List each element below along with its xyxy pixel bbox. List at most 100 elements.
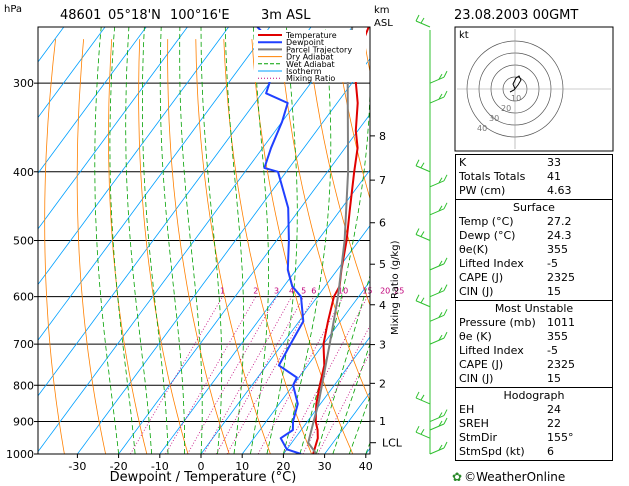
legend-label-6: Mixing Ratio (286, 74, 335, 83)
lcl-label: LCL (382, 437, 403, 450)
mixing-ratio-label-4: 4 (289, 287, 294, 296)
isotherm-line (38, 27, 229, 286)
wind-barb-shaft (429, 208, 445, 216)
wind-barb-600 (429, 284, 448, 298)
wind-barb-flag (420, 231, 425, 237)
legend-label-1: Dewpoint (286, 38, 324, 47)
mixing-ratio-line-6 (226, 296, 315, 454)
weatheronline-credit[interactable]: ✿ ©WeatherOnline (452, 470, 566, 484)
wind-barb-flag (420, 428, 425, 435)
mixing-ratio-labels: 1 2 3 4 5 6 10 15 20 25 (130, 287, 404, 454)
wet-adiabat-line (299, 27, 370, 454)
wind-barb-flag (443, 257, 448, 265)
wet-adiabat-line (94, 27, 119, 454)
wind-barb-flag (443, 174, 448, 182)
wind-barb-flag (420, 297, 425, 304)
wind-barb-flag (443, 409, 448, 416)
mixing-ratio-label-15: 15 (362, 287, 372, 296)
wind-barb-flag (443, 70, 448, 78)
legend-label-3: Dry Adiabat (286, 53, 333, 62)
dry-adiabat-line (167, 39, 230, 454)
wind-barb-shaft (415, 431, 431, 439)
hodo-ring-label-3: 30 (489, 114, 499, 123)
dry-adiabat-line (138, 39, 189, 454)
mixing-ratio-axis-label: Mixing Ratio (g/kg) (390, 240, 401, 335)
km-tick-label-7: 7 (379, 174, 386, 187)
wind-barb-shaft (415, 165, 431, 173)
wind-barb-flag (443, 417, 448, 425)
wet-adiabat-line (179, 27, 203, 454)
hodograph-trace (509, 75, 522, 93)
wet-adiabat-line (224, 27, 245, 454)
surface-section: Surface Temp (°C) 27.2 Dewp (°C) 24.3 θe(K… (456, 199, 612, 300)
surface-temp-row: Temp (°C) 27.2 (459, 215, 572, 228)
legend-label-0: Temperature (285, 31, 337, 40)
isotherm-line (241, 280, 370, 454)
km-unit-label: km (374, 5, 390, 16)
wind-barb-flag (443, 284, 448, 291)
isotherm-line (38, 27, 271, 341)
isotherm-line (38, 27, 353, 453)
mu-cin-row: CIN (J) 15 (459, 372, 561, 385)
wind-barb-flag (438, 177, 443, 184)
wet-adiabat-line (348, 395, 370, 454)
wind-barb-flag (438, 444, 443, 451)
wind-barb-flag (415, 425, 420, 433)
wind-barb-flag (420, 394, 425, 401)
wind-barb-flag (443, 331, 448, 339)
dry-adiabat-line (616, 39, 629, 454)
wind-barb-shaft (429, 415, 445, 423)
wind-barb-1000 (429, 441, 448, 455)
mixing-ratio-line-5 (215, 296, 305, 454)
wind-barb-flag (415, 294, 420, 301)
hodograph-unit: kt (459, 30, 469, 41)
wind-barb-620 (415, 294, 431, 308)
isotherm-line (283, 336, 370, 454)
wind-barb-shaft (429, 423, 445, 431)
wind-barb-900 (429, 409, 448, 423)
pressure-tick-600: 600 (13, 291, 34, 304)
legend-label-4: Wet Adiabat (286, 60, 335, 69)
wind-barb-flag (443, 202, 448, 210)
hodograph: kt 10 20 30 40 (454, 26, 614, 152)
axis-ticks: 300 400 500 600 700 800 900 1000 -30 -20 -10 0 10 20 3… (6, 77, 403, 473)
wind-barb-flag (415, 391, 420, 399)
wind-barb-420 (429, 174, 448, 188)
wind-barbs (415, 14, 448, 455)
x-tick-label-20: 20 (276, 460, 290, 473)
wind-barb-shaft (429, 263, 445, 271)
wind-barb-950 (415, 425, 431, 439)
wind-barb-flag (415, 14, 420, 22)
wind-barb-500 (415, 228, 431, 241)
wind-barb-shaft (429, 337, 445, 345)
station-lon: 100°16'E (170, 8, 230, 23)
station-elevation: 3m ASL (261, 8, 311, 23)
wind-barb-flag (443, 309, 448, 316)
wind-barb-flag (443, 441, 448, 449)
wind-barb-shaft (429, 314, 445, 322)
wind-barb-flag (438, 73, 443, 80)
wind-barb-925 (429, 417, 448, 431)
mixing-ratio-label-1: 1 (220, 287, 225, 296)
eh-row: EH 24 (459, 403, 561, 416)
mixing-ratio-line-15 (283, 296, 368, 454)
station-lat: 05°18'N (108, 8, 161, 23)
wind-barb-700 (429, 331, 448, 345)
background-lines (38, 27, 629, 454)
x-axis-label: Dewpoint / Temperature (°C) (110, 470, 297, 485)
wind-barb-flag (438, 287, 443, 293)
most-unstable-title: Most Unstable (494, 302, 574, 315)
wind-barb-shaft (429, 180, 445, 188)
wind-barb-flag (415, 159, 420, 166)
wind-barb-460 (429, 202, 448, 216)
pressure-tick-700: 700 (13, 338, 34, 351)
mu-cape-row: CAPE (J) 2325 (459, 358, 575, 371)
indices-section: K 33 Totals Totals 41 PW (cm) 4.63 (456, 155, 612, 199)
sounding-indices-panel: K 33 Totals Totals 41 PW (cm) 4.63 Surface … (455, 154, 613, 461)
legend-label-2: Parcel Trajectory (286, 45, 352, 54)
wind-barb-flag (420, 17, 425, 24)
wind-barb-flag (438, 312, 443, 318)
wind-barb-shaft (429, 290, 445, 298)
